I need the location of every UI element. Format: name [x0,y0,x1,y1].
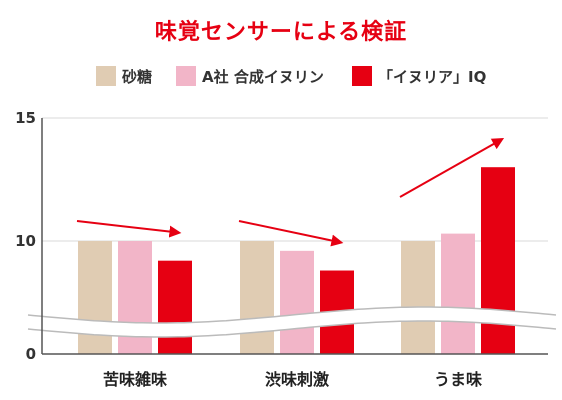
y-tick-10: 10 [15,232,36,250]
legend: 砂糖 A社 合成イヌリン 「イヌリア」IQ [0,64,562,88]
axis-break-band [28,307,556,337]
axis-break-line-top [27,306,557,324]
category-label-1: 渋味刺激 [265,370,329,389]
legend-label-inulia-iq: 「イヌリア」IQ [378,67,487,86]
bar-1-1 [280,250,314,354]
bar-2-2 [481,167,515,354]
legend-label-sugar: 砂糖 [122,67,153,86]
category-label-0: 苦味雑味 [103,370,167,389]
legend-label-synthetic-inulin: A社 合成イヌリン [202,67,324,86]
bar-2-0 [401,241,435,354]
axis-break-line-bottom [27,320,557,338]
bar-2-1 [441,233,475,354]
legend-item-inulia-iq: 「イヌリア」IQ [352,64,486,88]
trend-arrow-1 [238,220,344,247]
category-label-2: うま味 [434,370,482,389]
bar-1-0 [240,241,274,354]
legend-item-synthetic-inulin: A社 合成イヌリン [176,64,324,88]
legend-swatch-sugar [96,66,116,86]
legend-item-sugar: 砂糖 [96,64,152,88]
chart-title: 味覚センサーによる検証 [154,20,408,45]
y-tick-15: 15 [15,109,36,127]
trend-arrow-2 [399,138,505,198]
bar-0-2 [158,260,192,354]
bar-0-0 [78,241,112,354]
trend-arrow-0 [76,220,182,238]
y-tick-0: 0 [26,345,36,363]
legend-swatch-inulia-iq [352,66,372,86]
legend-swatch-synthetic-inulin [176,66,196,86]
